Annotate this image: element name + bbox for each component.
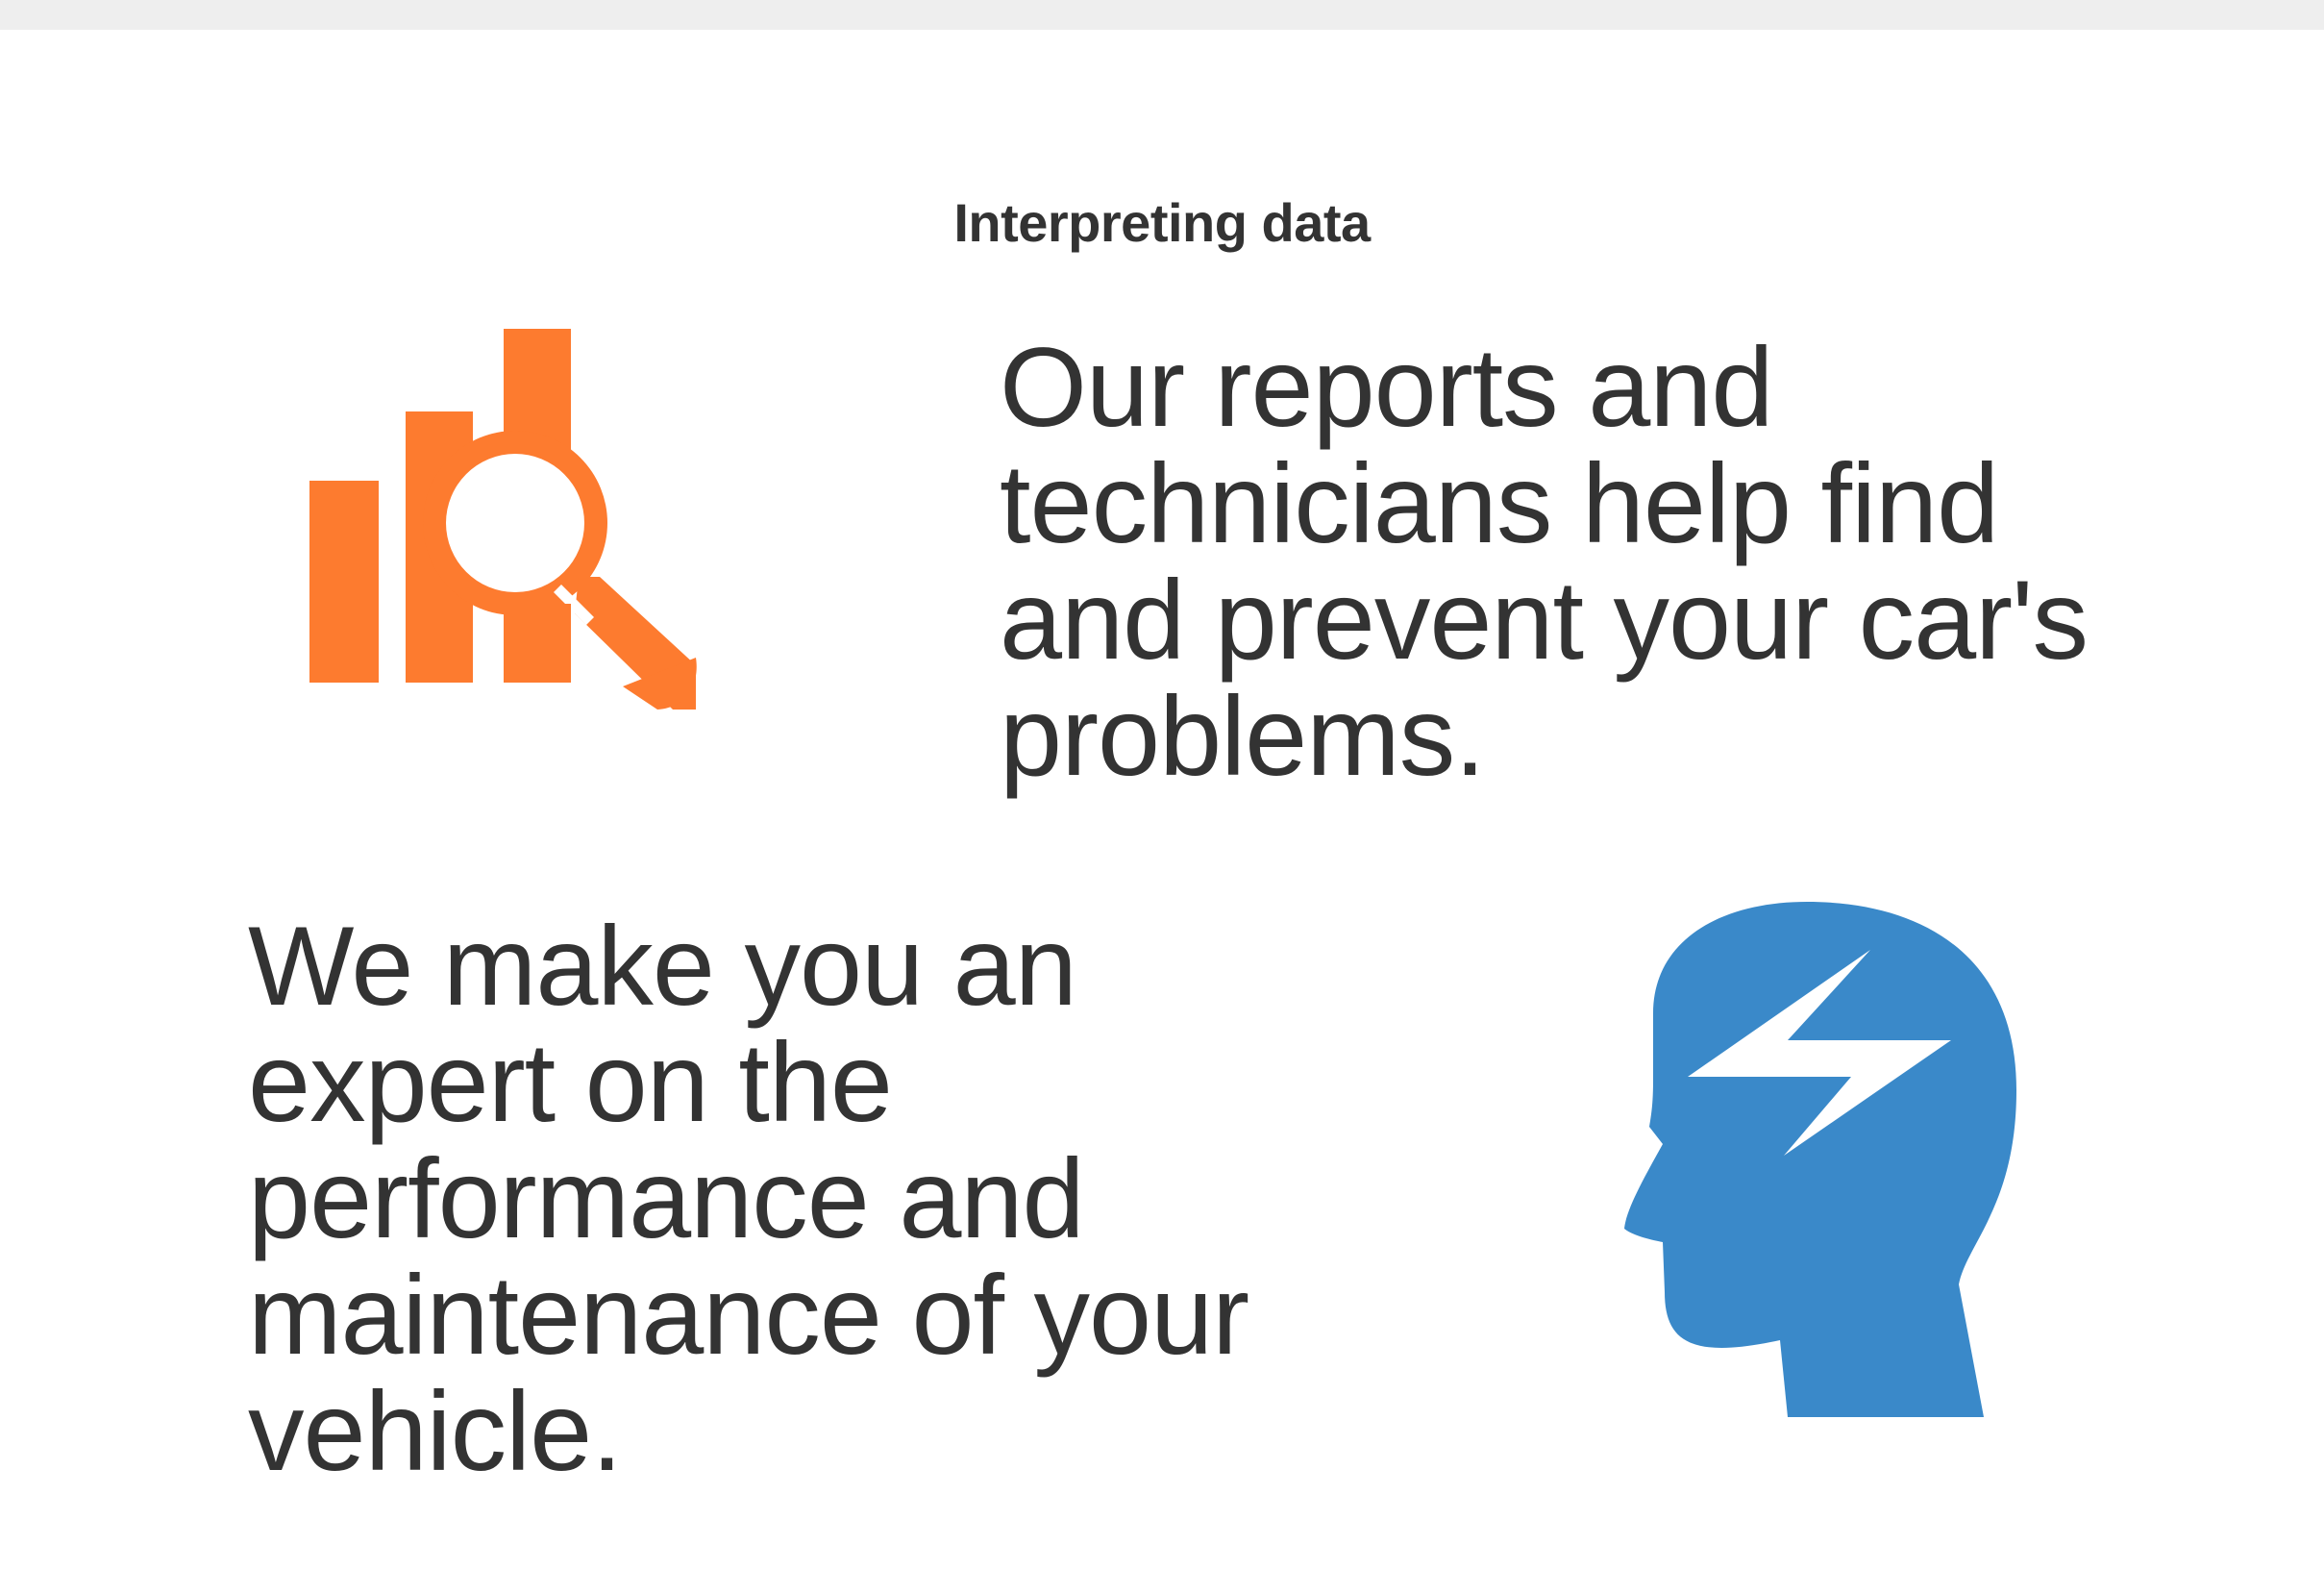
chart-magnifier-icon <box>306 325 700 710</box>
head-lightning-icon <box>1615 898 2018 1427</box>
feature-statement-reports: Our reports and technicians help find an… <box>1000 324 2089 799</box>
top-bar <box>0 0 2324 30</box>
section-title: Interpreting data <box>953 192 1371 254</box>
feature-statement-expert: We make you an expert on the performance… <box>248 903 1249 1494</box>
